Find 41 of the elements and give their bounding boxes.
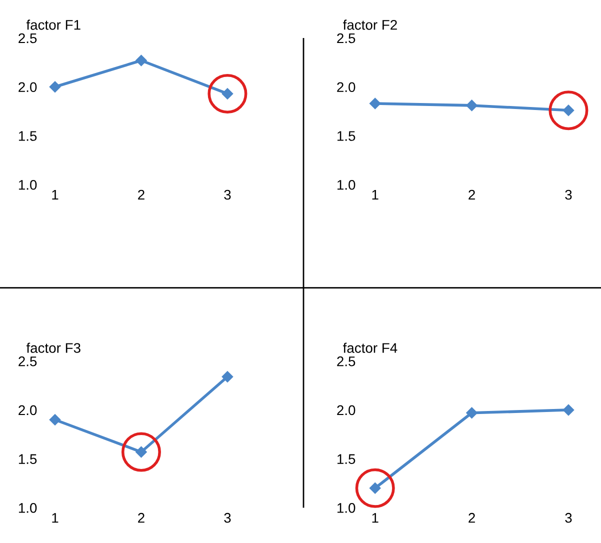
y-tick-label: 1.5 — [337, 454, 356, 464]
x-tick-label: 3 — [565, 190, 572, 200]
y-tick-label: 2.0 — [337, 82, 356, 92]
x-tick-label: 2 — [138, 512, 144, 523]
y-tick-label: 2.0 — [18, 405, 37, 416]
point — [136, 54, 147, 66]
y-tick-label: 1.0 — [18, 180, 37, 190]
point — [49, 81, 61, 92]
x-tick-label: 3 — [224, 512, 231, 523]
y-tick-label: 1.5 — [337, 131, 356, 141]
y-tick-label: 1.0 — [337, 180, 356, 190]
point — [49, 414, 61, 426]
y-tick-label: 1.5 — [18, 131, 37, 141]
y-tick-label: 2.5 — [337, 33, 356, 44]
x-tick-label: 2 — [468, 190, 475, 200]
x-tick-label: 1 — [372, 513, 378, 523]
chart-title: factor F2 — [343, 20, 397, 30]
x-tick-label: 1 — [372, 190, 378, 200]
point — [562, 404, 574, 416]
chart-title: factor F4 — [343, 342, 398, 353]
x-tick-label: 3 — [565, 512, 572, 523]
y-tick-label: 2.5 — [18, 33, 37, 44]
y-tick-label: 2.5 — [337, 356, 356, 366]
x-tick-label: 1 — [52, 190, 58, 200]
x-tick-label: 2 — [468, 512, 475, 523]
x-tick-label: 1 — [52, 513, 58, 523]
y-tick-label: 2.0 — [18, 82, 37, 92]
y-tick-label: 2.5 — [18, 356, 37, 366]
point — [222, 371, 234, 382]
x-tick-label: 2 — [138, 190, 144, 200]
y-tick-label: 2.0 — [337, 405, 356, 416]
point — [369, 98, 381, 110]
y-tick-label: 1.0 — [337, 503, 356, 513]
x-tick-label: 3 — [224, 190, 231, 200]
y-tick-label: 1.5 — [18, 454, 37, 464]
chart-title: factor F3 — [26, 342, 80, 353]
point — [466, 407, 478, 419]
y-tick-label: 1.0 — [18, 503, 37, 513]
point — [466, 100, 478, 112]
chart-title: factor F1 — [26, 20, 80, 30]
point — [355, 468, 395, 508]
